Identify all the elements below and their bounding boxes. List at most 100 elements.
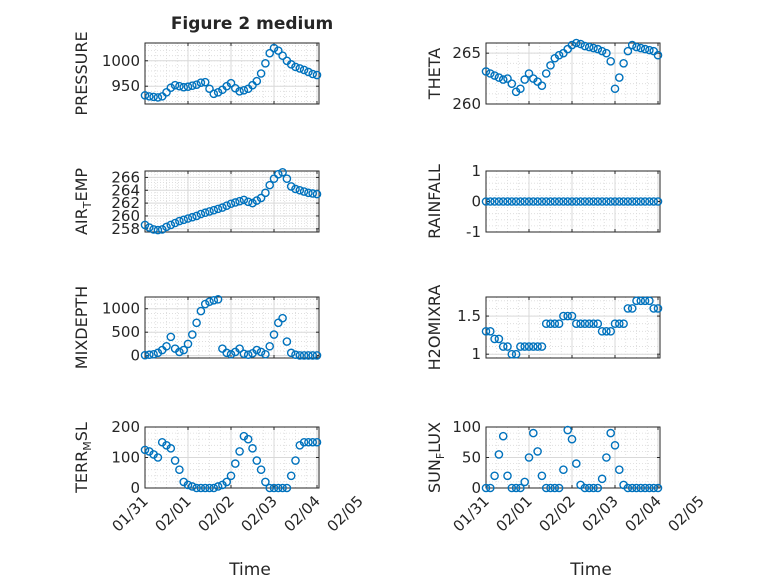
data-point [602, 48, 611, 58]
data-point [230, 198, 240, 207]
data-point [222, 477, 231, 487]
data-point [140, 350, 150, 360]
data-point [256, 347, 266, 357]
data-point [187, 330, 197, 339]
data-point [640, 197, 650, 206]
y-axis-label: PRESSURE [72, 31, 91, 115]
data-point [490, 471, 499, 481]
data-point [524, 342, 534, 351]
data-point [516, 342, 525, 351]
data-point [490, 334, 499, 344]
y-axis-label: SUNFLUX [425, 422, 447, 493]
data-point [304, 351, 313, 360]
data-point [256, 193, 266, 203]
data-point [261, 188, 270, 198]
data-point [149, 225, 158, 234]
data-point [485, 69, 495, 78]
subplot-terr-msl: 0 100 200 TERRMSL 01/31 02/01 02/02 02/03 02/04 0… [72, 418, 367, 580]
data-point [537, 342, 547, 351]
y-tick-label: 266 [111, 168, 140, 186]
data-point [162, 222, 171, 232]
data-point [192, 483, 201, 493]
data-point [627, 197, 637, 206]
data-point [567, 40, 577, 50]
data-point [541, 483, 551, 493]
data-point [649, 197, 659, 206]
x-tick-label: 01/31 [450, 492, 493, 535]
y-tick-label: 265 [452, 44, 481, 62]
data-point [153, 453, 163, 462]
subplot-mixdepth: 0 500 1000 MIXDEPTH [72, 286, 322, 369]
data-point [286, 348, 296, 358]
data-point [278, 313, 287, 323]
data-point [265, 483, 275, 493]
data-point [516, 483, 525, 493]
y-tick-label: 100 [452, 418, 481, 436]
data-point [153, 93, 163, 102]
data-point [226, 78, 236, 88]
data-point [299, 187, 309, 196]
data-point [278, 51, 287, 61]
data-point [559, 465, 568, 475]
grid-lines [486, 171, 660, 232]
data-point [286, 471, 296, 481]
data-point [623, 46, 633, 56]
data-point [640, 483, 650, 493]
x-tick-label: 01/31 [109, 492, 152, 535]
data-point [494, 73, 504, 82]
data-point [593, 44, 603, 54]
subplot-h2omixra: 1 1.5 H2OMIXRA [425, 285, 663, 370]
y-tick-label: 262 [111, 194, 140, 212]
plot-area [145, 43, 319, 104]
y-tick-label: 0 [130, 479, 140, 497]
data-point [593, 197, 603, 206]
data-point [144, 92, 154, 101]
data-point [632, 483, 641, 493]
data-point [520, 197, 530, 206]
y-tick-label: 1000 [102, 300, 140, 318]
data-point [170, 80, 180, 90]
data-point [269, 174, 279, 184]
data-point [282, 337, 292, 346]
data-point [507, 349, 517, 359]
data-point [653, 304, 663, 313]
data-point [213, 295, 223, 304]
data-point [286, 60, 296, 69]
data-point [580, 483, 590, 493]
data-point [187, 81, 197, 90]
y-tick-label: 260 [111, 207, 140, 225]
data-point [166, 332, 176, 342]
data-point [235, 196, 244, 206]
data-point [200, 77, 210, 87]
data-point [589, 197, 598, 206]
data-point [162, 88, 171, 97]
data-point [524, 453, 534, 462]
data-point [166, 444, 176, 453]
data-point [196, 78, 206, 87]
data-point [149, 92, 158, 102]
data-point [511, 483, 521, 493]
data-series [481, 296, 663, 359]
y-axis-label: THETA [425, 48, 444, 100]
data-point [269, 330, 279, 339]
data-point [226, 471, 236, 481]
data-point [627, 40, 637, 50]
data-point [295, 185, 305, 195]
data-point [183, 214, 193, 223]
data-point [602, 453, 611, 462]
y-tick-label: 1 [471, 162, 481, 180]
data-point [640, 296, 650, 306]
subplot-rainfall: -1 0 1 RAINFALL [425, 162, 663, 241]
data-series [481, 197, 663, 206]
axes-box [144, 42, 320, 105]
data-point [209, 89, 219, 99]
grid-lines [486, 427, 660, 488]
x-tick-label: 02/01 [493, 492, 536, 535]
data-point [312, 351, 322, 360]
data-point [485, 327, 495, 336]
data-point [170, 218, 180, 228]
data-point [312, 70, 322, 80]
data-point [606, 197, 616, 206]
data-point [567, 197, 577, 206]
data-point [157, 225, 167, 234]
